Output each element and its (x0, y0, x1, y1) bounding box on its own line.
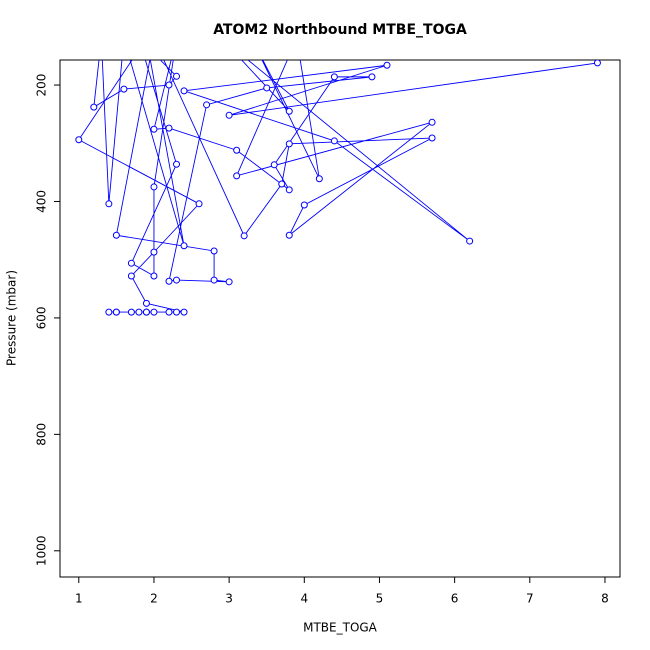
x-tick-label: 3 (225, 592, 233, 606)
data-point (285, 140, 293, 148)
data-point (330, 73, 338, 81)
x-tick-label: 6 (451, 592, 459, 606)
chart-title: ATOM2 Northbound MTBE_TOGA (213, 22, 467, 38)
data-point (150, 125, 158, 133)
data-point (225, 278, 233, 286)
data-point (330, 137, 338, 145)
data-point (180, 87, 188, 95)
data-point (98, 35, 104, 41)
data-point (428, 134, 436, 142)
x-tick-label: 1 (75, 592, 83, 606)
data-point (142, 308, 150, 316)
data-point (195, 200, 203, 208)
data-point (135, 308, 143, 316)
data-point (602, 35, 608, 41)
y-tick-label: 1000 (35, 536, 49, 567)
data-point (151, 35, 157, 41)
data-point (121, 35, 127, 41)
x-tick-label: 7 (526, 592, 534, 606)
data-point (173, 160, 181, 168)
y-axis-label: Pressure (mbar) (5, 270, 19, 366)
data-point (165, 308, 173, 316)
x-tick-label: 5 (376, 592, 384, 606)
x-axis-label: MTBE_TOGA (303, 621, 378, 635)
data-point (383, 61, 391, 69)
data-point (90, 103, 98, 111)
data-point (150, 248, 158, 256)
data-point (285, 107, 293, 115)
plot-area (75, 35, 608, 316)
data-point (105, 200, 113, 208)
data-point (180, 242, 188, 250)
data-line (78, 60, 599, 313)
y-tick-label: 200 (35, 74, 49, 97)
data-point (466, 237, 474, 245)
data-point (173, 308, 181, 316)
data-point (127, 259, 135, 267)
y-tick-label: 800 (35, 423, 49, 446)
data-point (136, 35, 142, 41)
data-point (593, 60, 601, 67)
y-tick-label: 400 (35, 190, 49, 213)
data-point (210, 247, 218, 255)
y-tick-label: 600 (35, 306, 49, 329)
x-tick-label: 4 (300, 592, 308, 606)
data-point (428, 118, 436, 126)
data-point (165, 81, 173, 89)
data-point (105, 308, 113, 316)
data-point (285, 231, 293, 239)
data-point (180, 308, 188, 316)
data-point (368, 73, 376, 81)
data-point (112, 231, 120, 239)
data-point (150, 272, 158, 280)
data-point (210, 276, 218, 284)
data-point (165, 124, 173, 132)
data-point (174, 35, 180, 41)
data-point (300, 201, 308, 209)
data-point (127, 308, 135, 316)
data-point (270, 161, 278, 169)
data-point (203, 101, 211, 109)
data-point (233, 172, 241, 180)
data-point (150, 308, 158, 316)
data-point (120, 85, 128, 93)
data-point (127, 272, 135, 280)
data-point (233, 146, 241, 154)
data-point (150, 183, 158, 191)
data-point (75, 136, 83, 144)
data-point (173, 276, 181, 284)
data-point (165, 277, 173, 285)
data-point (173, 72, 181, 80)
data-point (278, 180, 286, 188)
data-point (142, 299, 150, 307)
data-point (285, 186, 293, 194)
data-point (112, 308, 120, 316)
plot-frame (59, 59, 621, 578)
x-tick-label: 2 (150, 592, 158, 606)
data-point (143, 35, 149, 41)
data-point (240, 232, 248, 240)
data-point (263, 84, 271, 92)
data-point (225, 111, 233, 119)
data-point (315, 175, 323, 183)
x-tick-label: 8 (601, 592, 609, 606)
